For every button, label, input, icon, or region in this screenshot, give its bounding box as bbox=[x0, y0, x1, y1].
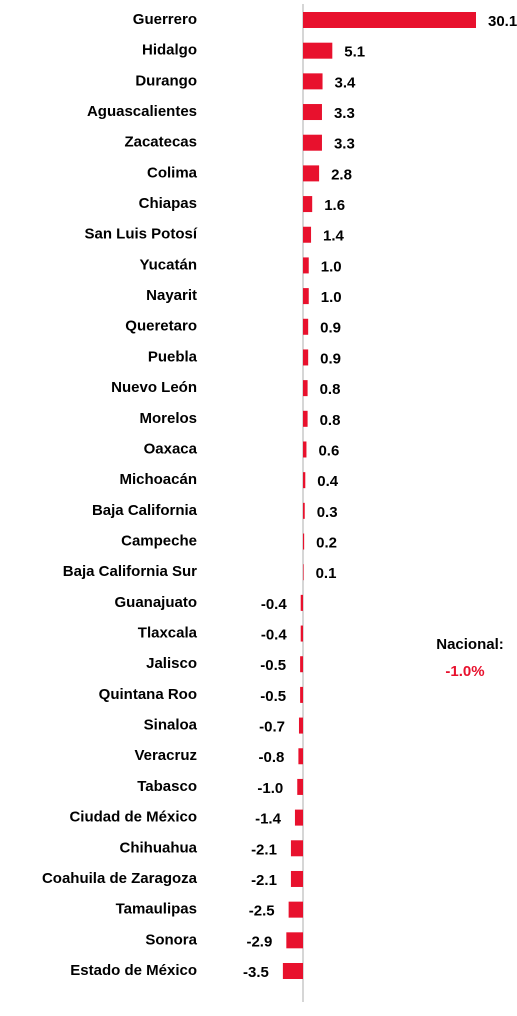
value-label: -2.1 bbox=[251, 841, 277, 858]
value-label: -0.8 bbox=[259, 749, 285, 766]
bar bbox=[303, 564, 304, 581]
bar bbox=[300, 625, 303, 642]
bar bbox=[303, 533, 305, 550]
bar bbox=[303, 226, 312, 243]
category-label: Durango bbox=[135, 72, 197, 89]
category-label: Quintana Roo bbox=[99, 686, 197, 703]
category-label: Guanajuato bbox=[114, 594, 197, 611]
value-label: 1.0 bbox=[321, 289, 342, 306]
category-label: Puebla bbox=[148, 348, 198, 365]
bar bbox=[298, 717, 303, 734]
value-label: 30.1 bbox=[488, 13, 517, 30]
value-label: 1.0 bbox=[321, 258, 342, 275]
value-label: -3.5 bbox=[243, 964, 269, 981]
bar bbox=[300, 686, 303, 703]
bar bbox=[286, 932, 303, 949]
category-label: Michoacán bbox=[119, 471, 197, 488]
value-label: 0.4 bbox=[317, 473, 339, 490]
value-label: -0.7 bbox=[259, 719, 285, 736]
value-label: 3.4 bbox=[335, 74, 357, 91]
category-label: Jalisco bbox=[146, 655, 197, 672]
category-label: Campeche bbox=[121, 532, 197, 549]
bar bbox=[303, 502, 305, 519]
value-label: 2.8 bbox=[331, 166, 352, 183]
category-label: Baja California bbox=[92, 502, 198, 519]
value-label: -0.5 bbox=[260, 688, 286, 705]
category-label: Chiapas bbox=[139, 195, 197, 212]
value-label: -2.1 bbox=[251, 872, 277, 889]
value-label: 3.3 bbox=[334, 136, 355, 153]
bar bbox=[303, 196, 313, 213]
category-label: Yucatán bbox=[139, 256, 197, 273]
category-label: San Luis Potosí bbox=[84, 226, 197, 243]
bar bbox=[303, 349, 309, 366]
value-label: 3.3 bbox=[334, 105, 355, 122]
annotation: Nacional: bbox=[436, 636, 504, 653]
value-label: 0.2 bbox=[316, 534, 337, 551]
value-label: 0.9 bbox=[320, 320, 341, 337]
category-label: Baja California Sur bbox=[63, 563, 197, 580]
bar bbox=[303, 318, 309, 335]
category-label: Guerrero bbox=[133, 11, 197, 28]
category-label: Tamaulipas bbox=[116, 901, 197, 918]
bar bbox=[290, 840, 303, 857]
value-label: 0.9 bbox=[320, 350, 341, 367]
category-label: Nayarit bbox=[146, 287, 197, 304]
value-label: -0.4 bbox=[261, 627, 288, 644]
value-label: 0.3 bbox=[317, 504, 338, 521]
bar bbox=[303, 380, 308, 397]
bar bbox=[300, 656, 303, 673]
value-label: -0.5 bbox=[260, 657, 286, 674]
category-label: Sonora bbox=[145, 931, 197, 948]
bar bbox=[290, 870, 303, 887]
bar bbox=[303, 73, 323, 90]
bar bbox=[300, 594, 303, 611]
bar bbox=[294, 809, 303, 826]
bar bbox=[303, 472, 306, 489]
value-label: -2.5 bbox=[249, 903, 275, 920]
value-label: 5.1 bbox=[344, 44, 365, 61]
bar bbox=[298, 748, 303, 765]
category-label: Tabasco bbox=[137, 778, 197, 795]
category-label: Nuevo León bbox=[111, 379, 197, 396]
category-label: Chihuahua bbox=[120, 839, 198, 856]
bar bbox=[303, 257, 309, 274]
category-label: Zacatecas bbox=[124, 134, 197, 151]
value-label: -0.4 bbox=[261, 596, 288, 613]
category-label: Queretaro bbox=[125, 318, 197, 335]
category-label: Ciudad de México bbox=[69, 809, 197, 826]
category-label: Morelos bbox=[139, 410, 197, 427]
bar bbox=[303, 104, 322, 121]
category-label: Estado de México bbox=[70, 962, 197, 979]
value-label: -1.0 bbox=[257, 780, 283, 797]
annotation: -1.0% bbox=[445, 663, 484, 680]
value-label: 0.8 bbox=[320, 381, 341, 398]
value-label: 0.1 bbox=[316, 565, 337, 582]
bar bbox=[303, 288, 309, 305]
category-label: Sinaloa bbox=[144, 717, 198, 734]
value-label: 1.4 bbox=[323, 228, 345, 245]
bar bbox=[288, 901, 303, 918]
bar bbox=[303, 441, 307, 458]
category-label: Aguascalientes bbox=[87, 103, 197, 120]
category-label: Colima bbox=[147, 164, 198, 181]
category-label: Tlaxcala bbox=[138, 625, 198, 642]
bar bbox=[303, 410, 308, 427]
value-label: 0.6 bbox=[318, 442, 339, 459]
bar bbox=[282, 963, 303, 979]
bar bbox=[297, 778, 303, 795]
bar bbox=[303, 42, 333, 59]
category-label: Veracruz bbox=[134, 747, 197, 764]
category-label: Hidalgo bbox=[142, 42, 197, 59]
bar bbox=[303, 165, 320, 182]
category-label: Coahuila de Zaragoza bbox=[42, 870, 198, 887]
value-label: 0.8 bbox=[320, 412, 341, 429]
bar bbox=[303, 12, 476, 28]
value-label: 1.6 bbox=[324, 197, 345, 214]
bar bbox=[303, 134, 322, 151]
category-label: Oaxaca bbox=[144, 440, 198, 457]
value-label: -2.9 bbox=[246, 933, 272, 950]
value-label: -1.4 bbox=[255, 811, 282, 828]
